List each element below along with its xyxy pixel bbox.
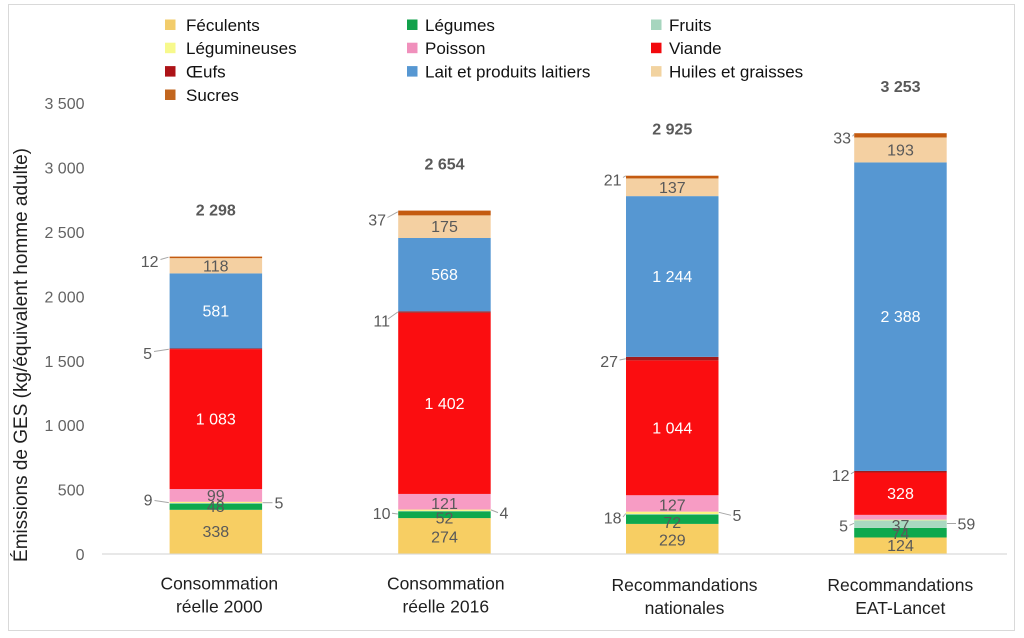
- svg-text:Œufs: Œufs: [186, 62, 226, 81]
- svg-text:3 000: 3 000: [44, 161, 84, 178]
- svg-text:Sucres: Sucres: [186, 86, 239, 105]
- svg-text:Huiles et graisses: Huiles et graisses: [669, 62, 803, 81]
- svg-text:réelle 2000: réelle 2000: [176, 597, 263, 617]
- svg-text:Émissions de GES (kg/équivalen: Émissions de GES (kg/équivalent homme ad…: [11, 148, 32, 562]
- svg-text:3 253: 3 253: [880, 79, 920, 96]
- svg-text:99: 99: [207, 488, 225, 505]
- svg-text:Poisson: Poisson: [425, 39, 485, 58]
- svg-text:59: 59: [958, 516, 976, 533]
- svg-text:328: 328: [887, 486, 914, 503]
- svg-text:Viande: Viande: [669, 39, 722, 58]
- svg-text:10: 10: [373, 506, 391, 523]
- svg-text:2 925: 2 925: [652, 122, 692, 139]
- svg-text:Recommandations: Recommandations: [827, 575, 973, 595]
- svg-text:124: 124: [887, 538, 914, 555]
- svg-text:1 500: 1 500: [44, 354, 84, 371]
- svg-text:2 298: 2 298: [196, 203, 236, 220]
- svg-text:5: 5: [839, 519, 848, 536]
- svg-text:568: 568: [431, 267, 458, 284]
- svg-text:121: 121: [431, 496, 458, 513]
- svg-text:nationales: nationales: [645, 598, 725, 618]
- svg-text:37: 37: [368, 212, 386, 229]
- svg-text:Consommation: Consommation: [160, 574, 278, 594]
- svg-text:21: 21: [604, 172, 622, 189]
- svg-text:27: 27: [600, 354, 618, 371]
- svg-text:1 083: 1 083: [196, 412, 236, 429]
- svg-text:Légumes: Légumes: [425, 16, 495, 35]
- svg-text:0: 0: [76, 547, 85, 564]
- svg-text:500: 500: [58, 483, 85, 500]
- svg-text:18: 18: [604, 511, 622, 528]
- svg-text:137: 137: [659, 180, 686, 197]
- svg-text:581: 581: [202, 303, 229, 320]
- svg-text:2 654: 2 654: [424, 157, 464, 174]
- svg-text:118: 118: [203, 258, 229, 275]
- svg-text:2 388: 2 388: [880, 309, 920, 326]
- svg-text:1 244: 1 244: [652, 269, 692, 286]
- svg-text:9: 9: [144, 492, 153, 509]
- svg-text:1 402: 1 402: [424, 396, 464, 413]
- svg-text:127: 127: [659, 498, 686, 515]
- svg-text:33: 33: [833, 131, 851, 148]
- svg-text:EAT-Lancet: EAT-Lancet: [855, 598, 945, 618]
- svg-text:5: 5: [143, 346, 152, 363]
- svg-text:2 000: 2 000: [44, 289, 84, 306]
- svg-text:2 500: 2 500: [44, 225, 84, 242]
- svg-text:175: 175: [431, 219, 458, 236]
- svg-text:Fruits: Fruits: [669, 16, 712, 35]
- svg-text:11: 11: [373, 313, 390, 330]
- svg-text:5: 5: [733, 508, 742, 525]
- svg-text:Consommation: Consommation: [387, 574, 505, 594]
- svg-text:réelle 2016: réelle 2016: [402, 597, 489, 617]
- svg-text:Recommandations: Recommandations: [612, 575, 758, 595]
- svg-text:5: 5: [275, 496, 284, 513]
- svg-text:48: 48: [207, 499, 225, 516]
- svg-text:4: 4: [500, 506, 509, 523]
- svg-text:Légumineuses: Légumineuses: [186, 39, 297, 58]
- svg-text:274: 274: [431, 530, 458, 547]
- svg-text:3 500: 3 500: [44, 96, 84, 113]
- svg-text:193: 193: [887, 142, 914, 159]
- svg-text:52: 52: [436, 511, 454, 528]
- svg-text:12: 12: [141, 254, 159, 271]
- svg-text:Lait et produits laitiers: Lait et produits laitiers: [425, 62, 590, 81]
- svg-text:74: 74: [892, 526, 910, 543]
- svg-text:1 000: 1 000: [44, 418, 84, 435]
- svg-text:37: 37: [892, 518, 910, 535]
- svg-text:Féculents: Féculents: [186, 16, 260, 35]
- svg-text:72: 72: [663, 515, 681, 532]
- svg-text:229: 229: [659, 533, 686, 550]
- svg-text:12: 12: [832, 468, 850, 485]
- svg-text:338: 338: [202, 524, 229, 541]
- svg-text:1 044: 1 044: [652, 420, 692, 437]
